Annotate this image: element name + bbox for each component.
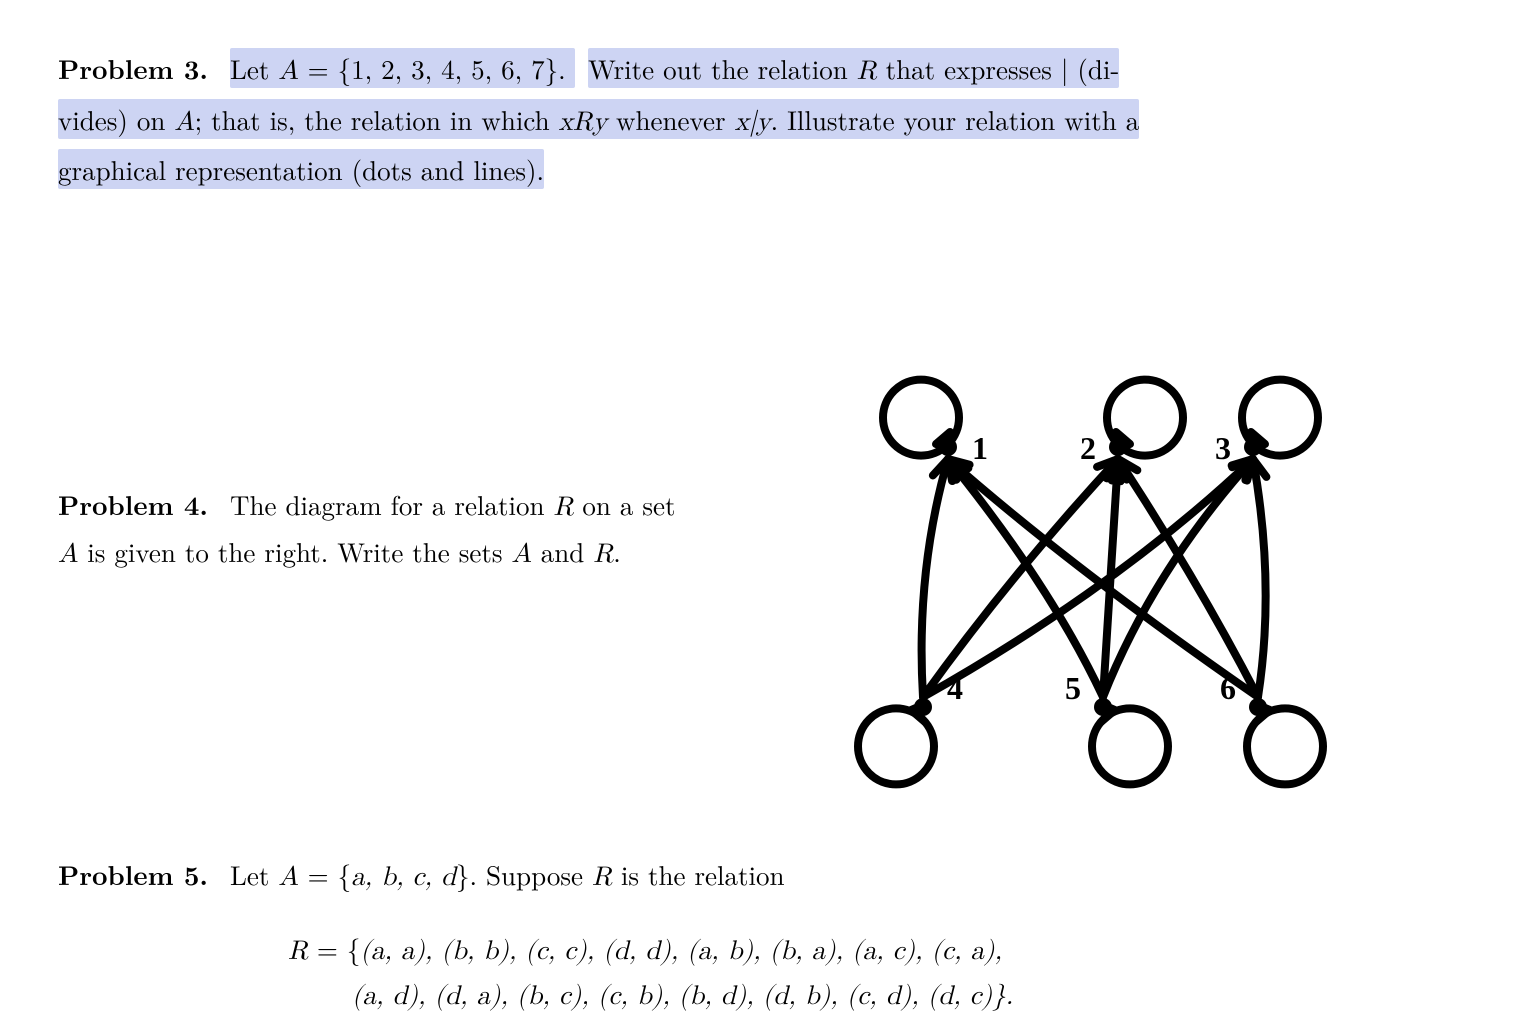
p4-A2: A — [512, 541, 532, 568]
p3-text: vides) on — [58, 100, 174, 138]
p5-R: R — [592, 864, 612, 891]
p5-text: = { — [299, 855, 352, 893]
problem-5: Problem 5.Let A = {a, b, c, d}. Suppose … — [58, 852, 1458, 1017]
p4-text: The diagram for a relation — [230, 485, 554, 523]
p3-R: R — [857, 58, 877, 85]
p5-text: }. Suppose — [456, 855, 592, 893]
problem-3: Problem 3. Let A = {1, 2, 3, 4, 5, 6, 7}.… — [58, 46, 1458, 192]
p4-text: on a set — [573, 485, 675, 523]
p4-R: R — [554, 494, 574, 521]
problem-3-label: Problem 3. — [58, 48, 208, 87]
p4-text: . — [613, 532, 621, 570]
problem-3-highlight-2: vides) on A; that is, the relation in wh… — [58, 99, 1139, 139]
p5-eq-row2: (a, d), (d, a), (b, c), (c, b), (b, d), … — [352, 983, 1013, 1010]
p3-text: . Illustrate your relation with a — [771, 100, 1140, 138]
problem-3-highlight-1b: Write out the relation R that expresses … — [588, 48, 1119, 88]
problem-4: Problem 4. The diagram for a relation R o… — [58, 352, 1458, 792]
p5-text: is the relation — [612, 855, 785, 893]
problem-4-label: Problem 4. — [58, 484, 208, 523]
p3-A: A — [174, 109, 194, 136]
p5-eq-row1: (a, a), (b, b), (c, c), (d, d), (a, b), … — [360, 938, 1002, 965]
p3-xdivy: x|y — [735, 109, 771, 136]
p3-text: Write out the relation — [588, 49, 857, 87]
svg-text:2: 2 — [1080, 430, 1096, 466]
p5-eq-R: R — [288, 938, 308, 965]
p5-text: Let — [230, 855, 278, 893]
p4-text: is given to the right. Write the sets — [78, 532, 511, 570]
problem-4-figure: 1 2 3 4 5 6 — [758, 352, 1358, 792]
p4-text: and — [532, 532, 594, 570]
p3-text: that expresses | (di- — [877, 49, 1120, 87]
p3-xRy: xRy — [559, 109, 607, 136]
relation-diagram: 1 2 3 4 5 6 — [798, 352, 1358, 792]
p4-R2: R — [593, 541, 613, 568]
p3-text: whenever — [607, 100, 735, 138]
problem-5-equation: R = {(a, a), (b, b), (c, c), (d, d), (a,… — [58, 928, 1458, 1018]
problem-3-highlight-1: Let A = {1, 2, 3, 4, 5, 6, 7}. — [230, 48, 575, 88]
p3-A: A — [278, 58, 298, 85]
p3-text: Let — [230, 49, 278, 87]
p3-text: ; that is, the relation in which — [195, 100, 559, 138]
p5-abcd: a, b, c, d — [351, 864, 456, 891]
svg-text:6: 6 — [1220, 670, 1236, 706]
page: Problem 3. Let A = {1, 2, 3, 4, 5, 6, 7}.… — [0, 0, 1516, 948]
svg-text:5: 5 — [1065, 670, 1081, 706]
p5-A: A — [278, 864, 298, 891]
svg-text:4: 4 — [947, 670, 963, 706]
problem-4-text: Problem 4. The diagram for a relation R o… — [58, 352, 758, 576]
p3-text: = {1, 2, 3, 4, 5, 6, 7}. — [299, 49, 575, 87]
problem-5-label: Problem 5. — [58, 854, 208, 893]
svg-text:1: 1 — [972, 430, 988, 466]
p4-A: A — [58, 541, 78, 568]
problem-3-highlight-3: graphical representation (dots and lines… — [58, 149, 544, 189]
svg-text:3: 3 — [1215, 430, 1231, 466]
